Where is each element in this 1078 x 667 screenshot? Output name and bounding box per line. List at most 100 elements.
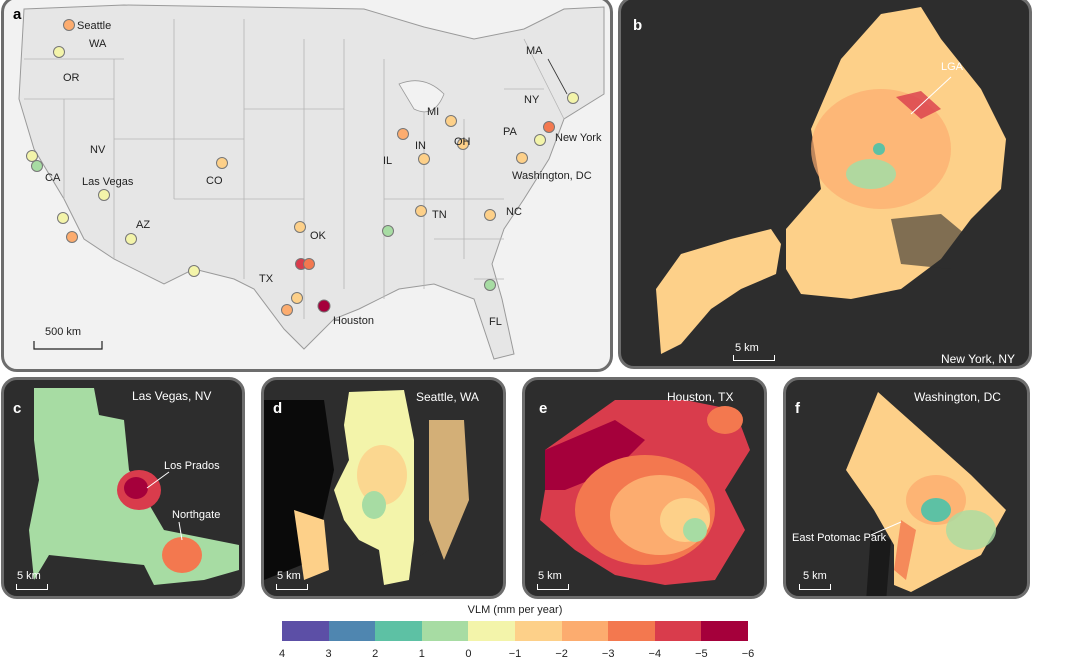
legend-swatch bbox=[282, 621, 329, 641]
state-label: TX bbox=[259, 273, 274, 285]
state-label: CO bbox=[206, 175, 223, 187]
las-vegas-map-svg bbox=[29, 388, 239, 585]
los-prados-annotation: Los Prados bbox=[164, 460, 220, 472]
panel-title: Washington, DC bbox=[914, 390, 1001, 404]
city-labels: Seattle Las Vegas Houston New York Washi… bbox=[77, 20, 602, 327]
legend-swatch bbox=[561, 621, 609, 641]
state-label: FL bbox=[489, 316, 502, 328]
us-land bbox=[18, 4, 605, 360]
site-marker bbox=[457, 138, 469, 150]
legend-swatch bbox=[701, 621, 748, 641]
panel-title: Las Vegas, NV bbox=[132, 389, 212, 403]
panel-c-las-vegas: c Las Vegas, NV Los Prados Northgate 5 k… bbox=[1, 377, 245, 599]
site-marker bbox=[66, 231, 78, 243]
state-label: NY bbox=[524, 94, 540, 106]
legend-tick-label: 4 bbox=[278, 648, 286, 660]
site-marker bbox=[418, 153, 430, 165]
state-labels: WA OR NV CA AZ CO TX OK IL IN MI OH PA N… bbox=[45, 38, 543, 328]
east-potomac-annotation: East Potomac Park bbox=[792, 532, 887, 544]
panel-letter: f bbox=[795, 400, 800, 417]
scale-bar bbox=[16, 584, 48, 590]
state-label: AZ bbox=[136, 219, 150, 231]
site-marker bbox=[534, 134, 546, 146]
vlm-region bbox=[656, 229, 781, 354]
vlm-colorbar-legend: VLM (mm per year) 4 3 2 1 0 −1 −2 −3 −4 −5 −6 bbox=[279, 604, 754, 664]
legend-tick-label: −6 bbox=[741, 648, 755, 660]
state-label: OH bbox=[454, 136, 471, 148]
panel-b-new-york: b LGA New York, NY 5 km bbox=[618, 0, 1032, 369]
site-marker bbox=[397, 128, 409, 140]
panel-title: Houston, TX bbox=[667, 390, 734, 404]
legend-title: VLM (mm per year) bbox=[467, 604, 563, 616]
site-marker bbox=[294, 221, 306, 233]
city-label: Seattle bbox=[77, 20, 111, 32]
state-label: IL bbox=[383, 155, 392, 167]
legend-swatch bbox=[514, 621, 562, 641]
site-marker bbox=[484, 209, 496, 221]
state-label: WA bbox=[89, 38, 107, 50]
panel-e-houston: e Houston, TX 5 km bbox=[522, 377, 767, 599]
scale-bar bbox=[276, 584, 308, 590]
lga-annotation: LGA bbox=[941, 61, 964, 73]
site-marker bbox=[216, 157, 228, 169]
legend-colorbar bbox=[282, 621, 748, 641]
legend-tick-label: 3 bbox=[325, 648, 332, 660]
site-marker bbox=[57, 212, 69, 224]
legend-tick-label: 0 bbox=[465, 648, 472, 660]
legend-tick-label: −2 bbox=[555, 648, 568, 660]
scale-bar bbox=[33, 341, 103, 350]
legend-swatch bbox=[468, 621, 515, 641]
state-label: NC bbox=[506, 206, 522, 218]
site-markers bbox=[26, 19, 579, 316]
legend-tick-label: −1 bbox=[508, 648, 522, 660]
scale-label: 5 km bbox=[277, 570, 301, 582]
site-marker bbox=[63, 19, 75, 31]
legend-tick-label: −5 bbox=[695, 648, 708, 660]
us-map-svg: WA OR NV CA AZ CO TX OK IL IN MI OH PA N… bbox=[18, 4, 605, 360]
site-marker bbox=[516, 152, 528, 164]
state-label: TN bbox=[432, 209, 447, 221]
dc-map-svg bbox=[846, 392, 1006, 596]
city-label: Las Vegas bbox=[82, 176, 134, 188]
site-marker bbox=[317, 299, 331, 313]
scale-label: 500 km bbox=[45, 326, 81, 338]
scale-label: 5 km bbox=[538, 570, 562, 582]
site-marker bbox=[303, 258, 315, 270]
panel-letter: a bbox=[13, 6, 22, 23]
legend-swatch bbox=[608, 621, 655, 641]
legend-swatch bbox=[375, 621, 422, 641]
panel-title: New York, NY bbox=[940, 352, 1015, 366]
panel-letter: e bbox=[539, 400, 548, 417]
site-marker bbox=[415, 205, 427, 217]
panel-title: Seattle, WA bbox=[416, 390, 479, 404]
city-label: New York bbox=[555, 132, 602, 144]
state-borders bbox=[24, 19, 565, 319]
site-marker bbox=[31, 160, 43, 172]
legend-tick-label: 1 bbox=[418, 648, 425, 660]
legend-swatch bbox=[328, 621, 376, 641]
city-label: Washington, DC bbox=[512, 170, 592, 182]
site-marker bbox=[188, 265, 200, 277]
site-marker bbox=[567, 92, 579, 104]
scale-label: 5 km bbox=[735, 342, 759, 354]
scale-bar bbox=[733, 355, 775, 361]
panel-d-seattle: d Seattle, WA 5 km bbox=[261, 377, 506, 599]
legend-tick-label: 2 bbox=[372, 648, 379, 660]
scale-label: 5 km bbox=[803, 570, 827, 582]
legend-tick-label: −3 bbox=[601, 648, 615, 660]
scale-bar bbox=[537, 584, 569, 590]
site-marker bbox=[445, 115, 457, 127]
legend-swatch bbox=[421, 621, 469, 641]
northgate-annotation: Northgate bbox=[172, 509, 221, 521]
scale-label: 5 km bbox=[17, 570, 41, 582]
city-label: Houston bbox=[333, 315, 374, 327]
scale-bar bbox=[799, 584, 831, 590]
site-marker bbox=[98, 189, 110, 201]
legend-swatch bbox=[654, 621, 702, 641]
state-label: OR bbox=[63, 72, 80, 84]
state-label: IN bbox=[415, 140, 426, 152]
state-label: PA bbox=[503, 126, 518, 138]
site-marker bbox=[125, 233, 137, 245]
panel-letter: d bbox=[273, 400, 283, 417]
state-label: OK bbox=[310, 230, 327, 242]
